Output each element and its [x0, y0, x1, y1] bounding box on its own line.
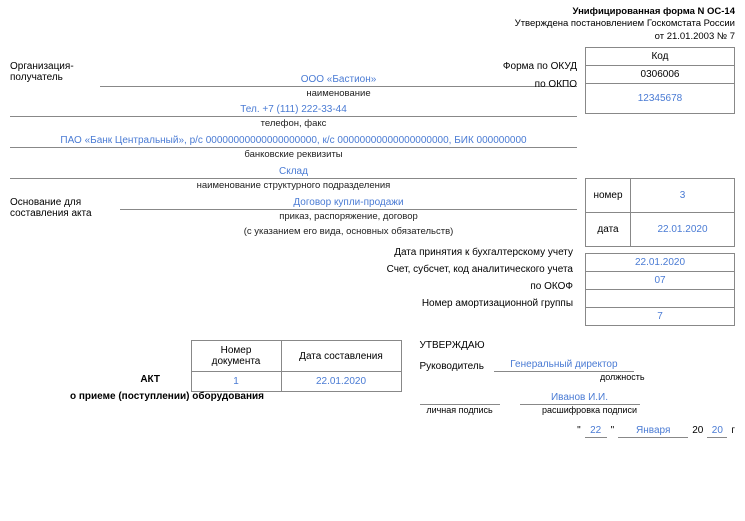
bukh-value: 22.01.2020 — [586, 254, 735, 272]
doc-number-table: Номер документа Дата составления 1 22.01… — [191, 340, 402, 392]
form-approved-date: от 21.01.2003 № 7 — [655, 31, 735, 42]
okud-label: Форма по ОКУД — [503, 61, 577, 72]
org-tel: Тел. +7 (111) 222-33-44 — [10, 104, 577, 117]
date-day: 22 — [585, 425, 607, 438]
signer-name: Иванов И.И. — [520, 392, 640, 405]
data-value: 22.01.2020 — [631, 213, 735, 247]
schet-label: Счет, субсчет, код аналитического учета — [10, 264, 577, 275]
dc-value: 22.01.2020 — [281, 372, 401, 392]
data-label: дата — [586, 213, 631, 247]
org-unit-cap: наименование структурного подразделения — [10, 180, 577, 191]
position-cap: должность — [510, 372, 736, 382]
dc-header: Дата составления — [281, 341, 401, 372]
form-title: Унифицированная форма N ОС-14 — [573, 6, 735, 17]
basis-cap2: (с указанием его вида, основных обязател… — [120, 226, 577, 237]
akt-title: АКТ — [10, 374, 160, 385]
form-approved: Утверждена постановлением Госкомстата Ро… — [515, 18, 735, 29]
nd-value: 1 — [191, 372, 281, 392]
org-unit: Склад — [10, 166, 577, 179]
nomer-value: 3 — [631, 179, 735, 213]
org-label: Организация-получатель — [10, 61, 100, 83]
date-y2: 20 — [707, 425, 727, 438]
okof-label: по ОКОФ — [10, 281, 577, 292]
okpo-value: 12345678 — [586, 84, 735, 114]
nomer-label: номер — [586, 179, 631, 213]
amort-label: Номер амортизационной группы — [10, 298, 577, 309]
basis-cap1: приказ, распоряжение, договор — [120, 211, 577, 222]
name-cap: расшифровка подписи — [520, 405, 660, 415]
org-bank-cap: банковские реквизиты — [10, 149, 577, 160]
okof-value — [586, 290, 735, 308]
org-name-cap: наименование — [100, 88, 577, 99]
nomer-data-table: номер 3 дата 22.01.2020 — [585, 178, 735, 247]
okpo-label: по ОКПО — [535, 79, 577, 90]
org-name: ООО «Бастион» — [100, 74, 577, 87]
date-g: г — [731, 425, 735, 436]
sig-cap: личная подпись — [420, 405, 500, 415]
signature-line — [420, 392, 500, 405]
basis-label: Основание для составления акта — [10, 197, 120, 219]
bukh-label: Дата принятия к бухгалтерскому учету — [10, 247, 577, 258]
date-y1: 20 — [692, 425, 703, 436]
okud-value: 0306006 — [586, 66, 735, 84]
date-month: Января — [618, 425, 688, 438]
extra-codes-table: 22.01.2020 07 7 — [585, 253, 735, 326]
org-bank: ПАО «Банк Центральный», р/с 000000000000… — [10, 135, 577, 148]
date-row: " 22 " Января 20 20 г — [420, 425, 736, 438]
basis-doc: Договор купли-продажи — [120, 197, 577, 210]
approve-title: УТВЕРЖДАЮ — [420, 340, 736, 351]
position-value: Генеральный директор — [494, 359, 634, 372]
akt-subtitle: о приеме (поступлении) оборудования — [70, 391, 402, 402]
org-tel-cap: телефон, факс — [10, 118, 577, 129]
form-header: Унифицированная форма N ОС-14 Утверждена… — [10, 6, 735, 43]
nd-header: Номер документа — [191, 341, 281, 372]
kod-header: Код — [586, 48, 735, 66]
codes-table: Код 0306006 12345678 — [585, 47, 735, 114]
schet-value: 07 — [586, 272, 735, 290]
amort-value: 7 — [586, 308, 735, 326]
ruk-label: Руководитель — [420, 361, 484, 372]
